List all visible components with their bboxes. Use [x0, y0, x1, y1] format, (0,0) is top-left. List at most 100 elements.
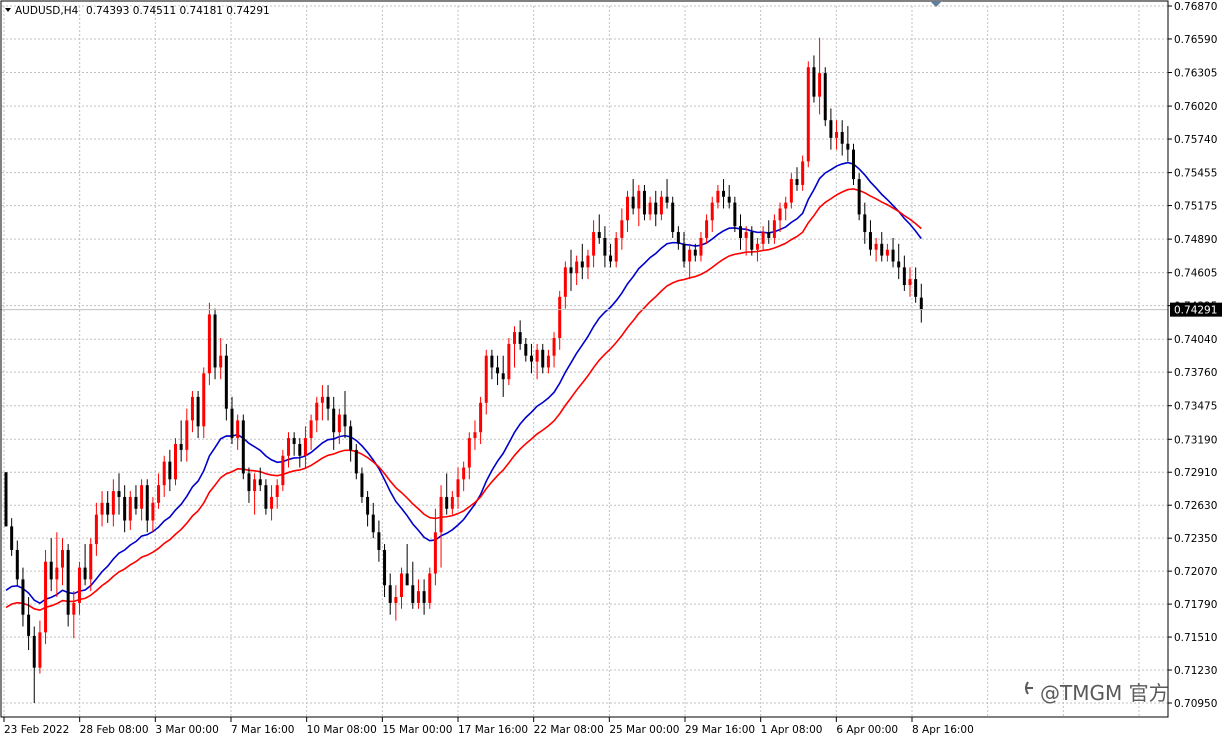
candle-body [219, 355, 223, 368]
candle-body [575, 261, 579, 274]
candle-body [897, 261, 901, 268]
y-tick-label: 0.71510 [1174, 632, 1217, 644]
y-tick-label: 0.74890 [1174, 234, 1217, 246]
candle-body [134, 496, 138, 509]
candle-body [450, 496, 454, 509]
candle-body [303, 438, 307, 456]
y-tick-label: 0.70950 [1174, 698, 1217, 710]
candle-body [230, 408, 234, 439]
y-tick-label: 0.72910 [1174, 467, 1217, 479]
candle-body [784, 202, 788, 209]
candle-body [298, 443, 302, 456]
x-tick-label: 7 Mar 16:00 [231, 724, 294, 736]
candle-body [529, 355, 533, 362]
candle-body [671, 202, 675, 233]
candle-body [496, 367, 500, 374]
candle-body [185, 420, 189, 450]
y-tick-label: 0.73475 [1174, 401, 1217, 413]
chart-header: AUDUSD,H4 0.74393 0.74511 0.74181 0.7429… [5, 5, 270, 17]
candle-body [55, 567, 59, 580]
candle-body [72, 602, 76, 615]
candle-body [479, 402, 483, 433]
candle-body [761, 232, 765, 244]
candle-body [654, 202, 658, 215]
candle-body [626, 196, 629, 221]
candle-body [179, 443, 183, 450]
candle-body [264, 485, 268, 509]
scroll-shift-marker-icon[interactable] [930, 1, 942, 7]
candle-body [699, 237, 703, 256]
candle-body [196, 396, 200, 427]
candle-body [61, 549, 64, 568]
x-tick-label: 25 Mar 00:00 [609, 724, 679, 736]
candle-body [880, 243, 884, 256]
candle-body [801, 161, 805, 185]
candle-body [665, 196, 669, 203]
candle-body [247, 473, 251, 492]
y-tick-label: 0.76305 [1174, 68, 1217, 80]
candle-body [253, 479, 257, 492]
candle-body [846, 143, 850, 150]
ma-slow-line [5, 188, 922, 612]
candle-body [868, 232, 872, 250]
candle-body [637, 190, 641, 209]
candle-body [394, 597, 398, 603]
candle-body [445, 496, 449, 509]
candle-body [89, 544, 93, 580]
y-tick-label: 0.74040 [1174, 334, 1217, 346]
candle-body [157, 485, 161, 503]
y-tick-label: 0.71230 [1174, 665, 1217, 677]
candle-body [727, 196, 731, 203]
candle-body [739, 226, 742, 238]
candle-body [270, 496, 274, 509]
candle-body [546, 355, 550, 368]
candle-body [174, 443, 177, 480]
candle-body [840, 131, 844, 144]
candle-body [15, 549, 19, 580]
y-tick-label: 0.72350 [1174, 533, 1217, 545]
candle-body [320, 396, 324, 403]
candle-body [162, 461, 166, 486]
candle-body [874, 243, 878, 250]
candle-body [716, 190, 720, 203]
candle-body [128, 496, 132, 521]
candle-body [597, 232, 601, 238]
candle-body [383, 549, 387, 586]
candle-body [467, 438, 471, 468]
candle-body [733, 202, 737, 227]
header-dropdown-icon[interactable] [5, 8, 11, 12]
candle-body [462, 467, 466, 480]
candle-body [812, 67, 816, 97]
candle-body [433, 532, 437, 574]
x-tick-label: 10 Mar 08:00 [307, 724, 377, 736]
candle-body [354, 449, 358, 474]
candle-body [473, 432, 477, 439]
x-tick-label: 17 Mar 16:00 [458, 724, 528, 736]
candle-body [83, 567, 87, 580]
candle-body [614, 237, 618, 262]
symbol-label: AUDUSD,H4 [15, 5, 79, 17]
candle-body [902, 267, 906, 286]
candle-body [484, 355, 488, 403]
watermark: @TMGM 官方 [1025, 681, 1169, 705]
candle-body [592, 232, 596, 256]
candle-body [428, 573, 432, 603]
candle-body [806, 67, 810, 162]
candle-body [501, 373, 505, 380]
candle-body [224, 355, 228, 409]
time-axis[interactable]: 23 Feb 2022 28 Feb 08:00 3 Mar 00:00 7 Mar … [3, 717, 974, 736]
candle-body [541, 349, 545, 368]
candle-body [258, 479, 262, 486]
candle-body [309, 420, 313, 439]
y-tick-label: 0.73760 [1174, 367, 1217, 379]
y-tick-label: 0.76870 [1174, 1, 1217, 13]
plot-frame [0, 0, 1169, 718]
candle-body [315, 402, 319, 421]
candle-body [4, 472, 8, 527]
candle-body [490, 355, 494, 368]
candle-body [366, 496, 370, 515]
y-tick-label: 0.72630 [1174, 500, 1217, 512]
candle-body [580, 261, 584, 268]
